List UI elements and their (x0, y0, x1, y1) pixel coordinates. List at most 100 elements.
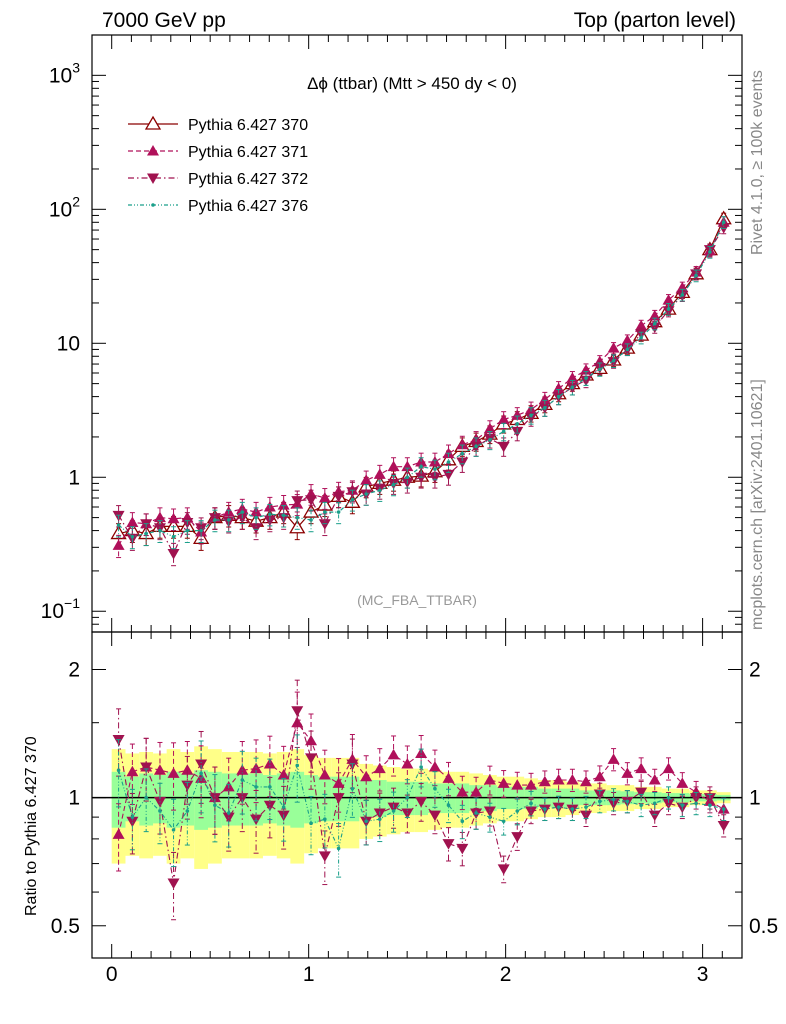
data-point (318, 492, 331, 503)
ratio-point (639, 803, 643, 807)
ratio-point (318, 769, 331, 780)
ratio-point (116, 768, 121, 773)
ratio-ylabel: Ratio to Pythia 6.427 370 (23, 736, 40, 916)
data-point (525, 412, 538, 424)
ratio-point (607, 753, 620, 764)
ratio-ytick-label-left: 1 (68, 787, 80, 810)
data-point (415, 472, 428, 484)
data-point (648, 309, 661, 321)
data-point (666, 307, 671, 311)
data-point (538, 393, 551, 405)
ratio-point (360, 770, 373, 782)
data-point (511, 426, 524, 438)
data-point (488, 438, 492, 442)
ratio-point (556, 805, 561, 809)
header-right: Top (parton level) (574, 9, 736, 32)
xtick-label: 1 (303, 963, 315, 986)
ratio-point (208, 793, 221, 804)
data-point (158, 528, 162, 533)
ratio-ytick-label-right: 2 (749, 659, 761, 682)
band-inner (290, 771, 305, 828)
band-inner (345, 776, 360, 822)
data-point (543, 405, 547, 410)
side-label-top: Rivet 4.1.0, ≥ 100k events (749, 70, 766, 255)
data-point (323, 510, 327, 514)
data-point (662, 306, 675, 317)
ratio-series-3 (116, 734, 727, 878)
ratio-point (680, 803, 685, 807)
ratio-point (377, 817, 382, 821)
data-point (126, 516, 139, 527)
data-point (428, 472, 441, 484)
data-point (511, 409, 524, 420)
data-point (556, 394, 561, 399)
ratio-point (387, 748, 400, 760)
legend-item-2: Pythia 6.427 371 (128, 144, 308, 161)
ratio-point (185, 809, 190, 813)
ratio-point (488, 815, 492, 819)
ratio-point (364, 819, 368, 824)
data-point (676, 281, 689, 293)
data-point (721, 220, 726, 225)
ratio-point (226, 811, 231, 815)
ratio-point (497, 777, 510, 788)
ratio-point (442, 772, 455, 783)
ratio-point (721, 807, 726, 811)
legend-item-1: Pythia 6.427 370 (128, 115, 308, 134)
ratio-point (666, 795, 671, 800)
data-point (639, 335, 643, 340)
ratio-point (391, 809, 396, 813)
ytick-label-exp: 2 (72, 193, 80, 209)
side-label-bottom: mcplots.cern.ch [arXiv:2401.10621] (749, 379, 766, 630)
data-point (350, 497, 355, 502)
data-point (497, 441, 510, 453)
ratio-point (483, 806, 496, 818)
ratio-line (118, 721, 724, 835)
data-point (552, 382, 565, 393)
legend-marker (151, 203, 155, 207)
data-point (291, 496, 304, 507)
main-curves (110, 210, 732, 567)
data-point (708, 250, 712, 254)
ratio-point (690, 793, 703, 804)
data-point (442, 469, 455, 481)
data-point (116, 523, 121, 527)
data-point (295, 515, 300, 520)
ratio-point (419, 765, 423, 769)
ratio-ytick-label-left: 2 (68, 659, 80, 682)
ratio-point (543, 807, 547, 811)
ytick-label-exp: −1 (64, 595, 80, 611)
data-point (336, 510, 341, 514)
ratio-point (621, 767, 634, 778)
data-point (199, 528, 203, 533)
ratio-point (281, 805, 286, 809)
ratio-point (263, 800, 276, 812)
data-point (185, 528, 190, 533)
data-point (440, 451, 457, 466)
legend-marker (147, 173, 159, 184)
ratio-point (213, 803, 217, 807)
ratio-point (130, 815, 135, 819)
ratio-point (593, 770, 606, 782)
ratio-point (611, 797, 616, 802)
legend-marker (147, 145, 159, 156)
ratio-point (199, 771, 203, 776)
data-point (497, 413, 510, 424)
ratio-point (525, 806, 538, 818)
legend-label: Pythia 6.427 370 (188, 117, 308, 134)
data-point (680, 293, 685, 297)
ratio-point (580, 775, 592, 787)
data-point (419, 464, 423, 469)
ratio-point (625, 799, 630, 804)
data-point (387, 460, 400, 472)
ytick-label-base: 10 (41, 600, 64, 623)
data-point (515, 422, 520, 426)
xtick-label: 2 (500, 963, 512, 986)
ratio-point (171, 828, 176, 832)
data-point (597, 367, 602, 372)
ratio-point (277, 769, 290, 780)
data-point (373, 468, 386, 479)
legend-item-4: Pythia 6.427 376 (128, 198, 308, 215)
ratio-ytick-label-right: 0.5 (749, 915, 778, 938)
